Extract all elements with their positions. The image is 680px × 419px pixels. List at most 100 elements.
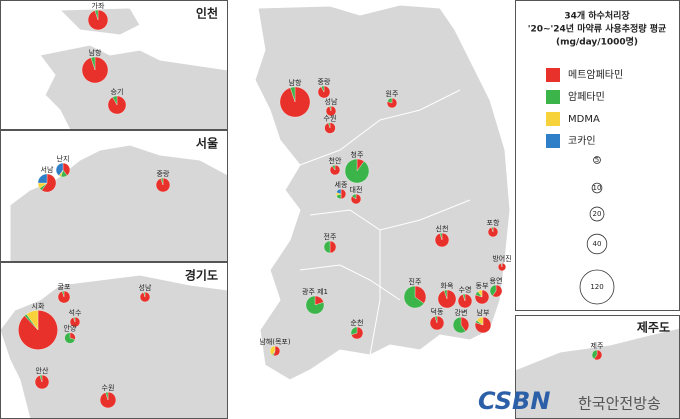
legend-title: (mg/day/1000명) xyxy=(556,36,638,48)
panel-frame xyxy=(0,0,228,130)
pie-slice xyxy=(344,158,370,184)
pie-slice xyxy=(477,289,483,298)
site-label: 덕동 xyxy=(431,307,444,316)
site-label: 남항 xyxy=(289,78,302,87)
land xyxy=(0,274,229,419)
site-label: 중랑 xyxy=(157,170,170,178)
site-label: 용연 xyxy=(490,277,503,285)
site-label: 안양 xyxy=(64,324,77,333)
site-label: 성남 xyxy=(139,283,152,292)
pie-slice xyxy=(37,173,48,184)
site-label: 수원 xyxy=(324,114,337,123)
site-label: 천안 xyxy=(329,156,342,165)
pie-slice xyxy=(57,290,71,304)
panel-title: 제주도 xyxy=(637,321,670,335)
pie-slice xyxy=(41,173,57,193)
site-label: 청주 xyxy=(351,151,364,159)
site-label: 방어진 xyxy=(492,254,511,263)
panel-title: 서울 xyxy=(196,136,218,151)
pie-slice xyxy=(500,263,503,268)
site-label: 화옥 xyxy=(441,282,454,290)
pie-slice xyxy=(474,316,492,334)
legend-swatch xyxy=(546,112,560,126)
pie-slice xyxy=(94,9,99,21)
site-label: 가좌 xyxy=(92,1,105,10)
site-label: 승기 xyxy=(111,87,124,96)
border xyxy=(299,89,471,356)
site-label: 수영 xyxy=(459,285,472,294)
pie-slice xyxy=(64,332,76,344)
pie-slice xyxy=(61,290,65,298)
legend-swatch xyxy=(546,68,560,82)
legend-swatch xyxy=(546,90,560,104)
legend-title: '20~'24년 마약류 사용추정량 평균 xyxy=(528,23,667,35)
legend-swatch xyxy=(546,134,560,148)
pie-slice xyxy=(387,97,393,104)
site-label: 순천 xyxy=(351,318,364,327)
size-legend-circle xyxy=(586,233,608,255)
size-legend-label: 120 xyxy=(590,283,603,291)
pie-slice xyxy=(112,95,118,106)
pie-slice xyxy=(39,374,43,383)
panel-title: 인천 xyxy=(196,6,218,21)
site-label: 신천 xyxy=(436,224,449,233)
site-label: 굴포 xyxy=(58,283,71,291)
site-label: 강변 xyxy=(455,308,468,317)
size-legend-label: 10 xyxy=(593,184,602,192)
pie-slice xyxy=(439,232,443,241)
site-label: 포항 xyxy=(487,218,500,227)
size-legend-label: 20 xyxy=(593,210,602,218)
pie-slice xyxy=(340,188,346,200)
size-legend-circle xyxy=(579,269,615,305)
site-label: 세종 xyxy=(335,180,348,189)
size-legend-circle xyxy=(593,156,601,164)
pie-slice xyxy=(434,315,438,324)
legend-label: MDMA xyxy=(568,114,600,125)
pie-slice xyxy=(460,316,470,332)
size-legend-circle xyxy=(589,206,605,222)
site-label: 시화 xyxy=(32,302,45,310)
pie-slice xyxy=(143,291,146,298)
land xyxy=(514,327,680,419)
pie-slice xyxy=(320,85,325,93)
site-label: 동부 xyxy=(476,282,489,290)
legend-label: 코카인 xyxy=(568,135,596,147)
pie-slice xyxy=(105,391,109,401)
legend-label: 메트암페타민 xyxy=(568,69,623,81)
logo-mark: CSBN xyxy=(478,387,550,415)
site-label: 남항 xyxy=(89,48,102,57)
pie-slice xyxy=(90,56,96,71)
pie-slice xyxy=(269,345,276,356)
site-label: 전주 xyxy=(324,232,337,241)
pie-slice xyxy=(476,316,484,326)
pie-slice xyxy=(492,284,503,298)
site-label: 원주 xyxy=(386,89,399,98)
pie-slice xyxy=(591,349,598,360)
site-label: 남해(목포) xyxy=(259,337,290,346)
pie-slice xyxy=(107,95,127,115)
pie-slice xyxy=(386,97,398,109)
site-label: 안산 xyxy=(36,366,49,375)
pie-slice xyxy=(73,316,76,323)
pie-slice xyxy=(26,310,39,331)
pie-slice xyxy=(336,188,342,195)
site-label: 수원 xyxy=(102,383,115,392)
pie-slice xyxy=(329,240,337,254)
pie-slice xyxy=(305,295,325,315)
size-legend-circle xyxy=(591,182,603,194)
pie-slice xyxy=(491,226,494,233)
pie-slice xyxy=(350,326,358,336)
pie-slice xyxy=(403,285,425,309)
size-legend-label: 40 xyxy=(593,240,602,248)
legend-label: 암페타민 xyxy=(568,91,605,103)
panel-frame xyxy=(0,130,228,262)
pie-slice xyxy=(462,293,466,302)
pie-slice xyxy=(414,285,427,304)
pie-slice xyxy=(351,193,357,200)
pie-slice xyxy=(489,284,497,297)
site-label: 제주 xyxy=(591,342,604,350)
site-label: 서남 xyxy=(41,165,54,174)
site-label: 난지 xyxy=(57,154,70,163)
pie-slice xyxy=(323,240,331,254)
land xyxy=(254,4,511,381)
